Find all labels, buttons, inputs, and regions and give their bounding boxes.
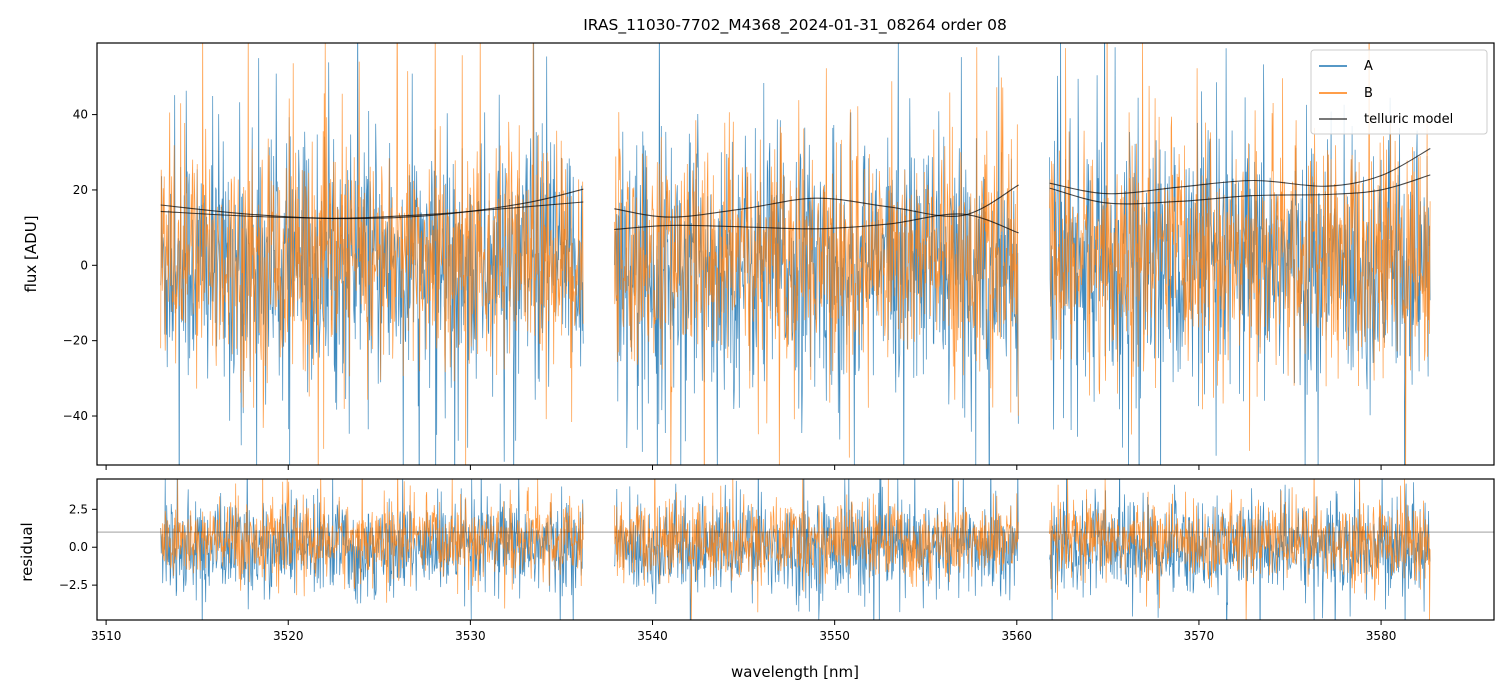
residual-axes-frame <box>96 478 1495 621</box>
residual-y-ticks: −2.5 0.0 2.5 <box>59 502 97 592</box>
y-tick-label: 2.5 <box>69 502 88 516</box>
x-tick-label: 3560 <box>1002 629 1033 643</box>
y-tick-label: −40 <box>63 409 88 423</box>
series-a-residual-trace <box>160 479 1431 620</box>
y-tick-label: −20 <box>63 334 88 348</box>
telluric-model-line <box>160 188 584 220</box>
x-tick-label: 3520 <box>273 629 304 643</box>
legend-box <box>1310 49 1488 135</box>
y-tick-label: 40 <box>73 108 88 122</box>
y-tick-label: 0 <box>80 258 88 272</box>
chart-title: IRAS_11030-7702_M4368_2024-01-31_08264 o… <box>583 16 1007 35</box>
y-tick-label: 20 <box>73 183 88 197</box>
y-tick-label: 0.0 <box>69 540 88 554</box>
x-tick-label: 3510 <box>91 629 122 643</box>
series-b-residual-trace <box>160 479 1431 620</box>
x-tick-label: 3580 <box>1366 629 1397 643</box>
flux-y-ticks: −40 −20 0 20 40 <box>63 108 97 423</box>
x-tick-label: 3550 <box>819 629 850 643</box>
residual-plot-area <box>97 479 1494 620</box>
flux-x-ticks <box>105 465 1382 470</box>
x-axis-label: wavelength [nm] <box>731 663 859 681</box>
x-tick-label: 3530 <box>455 629 486 643</box>
x-tick-label: 3540 <box>637 629 668 643</box>
legend-label-telluric-model: telluric model <box>1364 112 1453 127</box>
telluric-model-line <box>160 201 584 219</box>
flux-y-axis-label: flux [ADU] <box>22 215 40 292</box>
flux-plot-area <box>160 43 1431 465</box>
flux-axes-frame <box>96 42 1495 466</box>
residual-x-ticks: 3510 3520 3530 3540 3550 3560 3570 3580 <box>91 620 1397 643</box>
flux-panel: −40 −20 0 20 40 flux [ADU] A B telluric mode… <box>22 42 1495 470</box>
telluric-model-line <box>1049 174 1431 205</box>
x-tick-label: 3570 <box>1184 629 1215 643</box>
legend: A B telluric model <box>1310 49 1488 135</box>
residual-panel: −2.50.02.5 3510 3520 3530 3540 3550 3560 3570 3… <box>18 478 1495 643</box>
telluric-model-line <box>614 184 1019 218</box>
series-a-flux-trace <box>160 43 1431 465</box>
y-tick-label: −2.5 <box>59 578 88 592</box>
legend-label-b: B <box>1364 86 1373 101</box>
legend-label-a: A <box>1364 59 1373 74</box>
telluric-model-line <box>1049 148 1431 195</box>
telluric-model-line <box>614 213 1019 234</box>
residual-y-axis-label: residual <box>18 522 36 581</box>
telluric-model-curves <box>160 148 1431 234</box>
